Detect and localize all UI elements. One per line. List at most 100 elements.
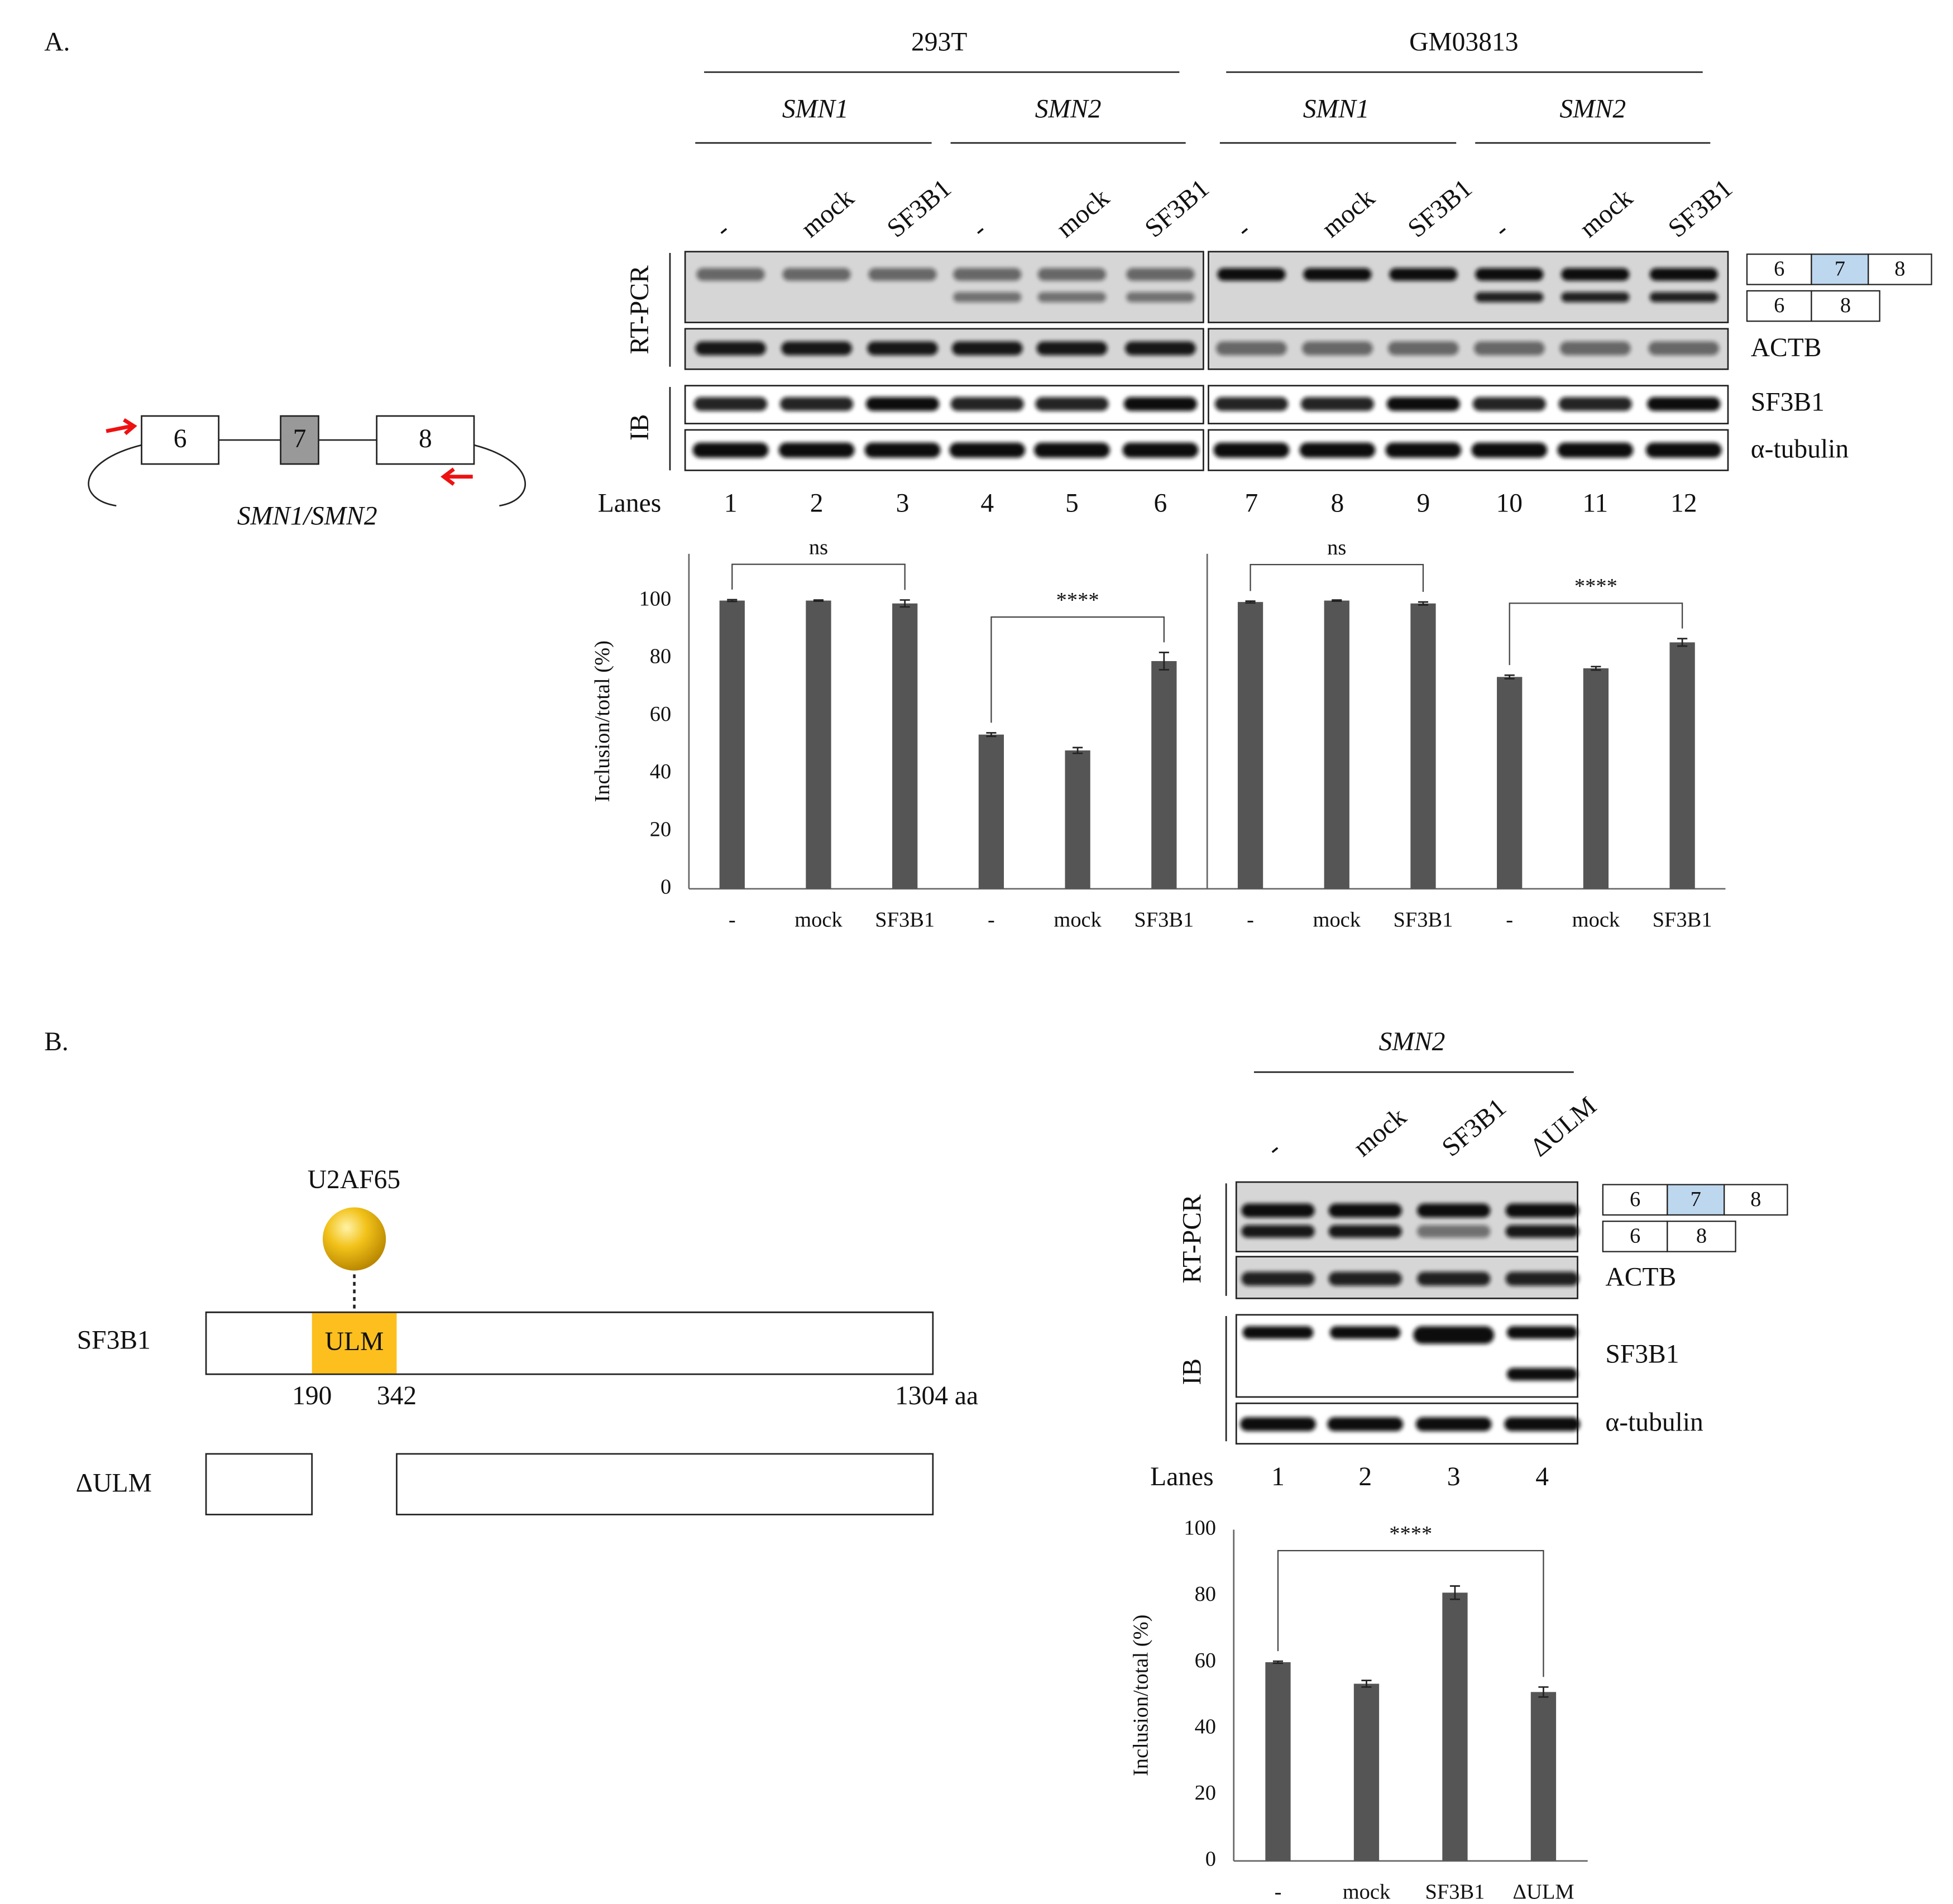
- exon-label: 6: [1630, 1188, 1640, 1211]
- significance-bracket: [1277, 1549, 1544, 1677]
- error-bar: [1272, 1660, 1284, 1664]
- band: [953, 268, 1022, 281]
- band: [1648, 341, 1720, 356]
- band: [1385, 442, 1462, 458]
- band: [1386, 397, 1461, 411]
- band: [1126, 268, 1195, 281]
- error-bar: [1159, 652, 1169, 671]
- lane-treatment: -: [1488, 216, 1514, 243]
- band: [867, 341, 938, 356]
- row-label: RT-PCR: [625, 265, 654, 354]
- band: [1505, 1225, 1579, 1238]
- band: [1649, 268, 1718, 281]
- lane-treatment: mock: [1348, 1102, 1412, 1163]
- row-name: α-tubulin: [1605, 1408, 1703, 1437]
- bar: [806, 600, 831, 889]
- band: [864, 442, 941, 458]
- lane-number: 3: [1447, 1462, 1461, 1491]
- y-tick-label: 60: [650, 702, 671, 726]
- error-bar: [986, 732, 997, 738]
- exon: [141, 415, 220, 465]
- band: [1557, 442, 1634, 458]
- exon-label: 8: [1840, 294, 1851, 317]
- error-bar: [1073, 747, 1083, 754]
- arc: [88, 444, 142, 507]
- band: [1415, 1417, 1492, 1432]
- band: [1036, 341, 1108, 356]
- lane-treatment: SF3B1: [1437, 1093, 1512, 1163]
- bar: [1265, 1662, 1291, 1861]
- exon-box: [1868, 253, 1932, 285]
- band: [1475, 268, 1544, 281]
- deletion-box: [205, 1453, 313, 1515]
- band: [1241, 1225, 1315, 1238]
- exon-label: 8: [419, 424, 432, 453]
- gene: SMN1: [782, 94, 849, 123]
- exon-label: 6: [1774, 257, 1784, 280]
- band: [1472, 397, 1546, 411]
- band: [1387, 341, 1459, 356]
- error-bar: [1332, 599, 1342, 602]
- band: [1242, 1326, 1314, 1339]
- lane-number: 10: [1496, 489, 1523, 518]
- lane-treatment: mock: [1574, 183, 1638, 243]
- x-tick-label: SF3B1: [1425, 1881, 1485, 1904]
- bar: [719, 600, 745, 889]
- x-tick-label: -: [1275, 1881, 1282, 1904]
- lane-treatment: mock: [1317, 183, 1380, 243]
- x-tick-label: SF3B1: [1134, 908, 1194, 931]
- band: [950, 397, 1024, 411]
- deletion-box: [396, 1453, 934, 1515]
- band: [953, 292, 1022, 303]
- band: [1122, 442, 1199, 458]
- panel-label: B.: [44, 1027, 69, 1056]
- error-bar: [1449, 1585, 1461, 1600]
- exon-label: 8: [1894, 257, 1905, 280]
- exon-label: 6: [1630, 1224, 1640, 1248]
- band: [779, 397, 854, 411]
- band: [695, 341, 767, 356]
- ulm-domain: [312, 1312, 397, 1375]
- lane-number: 7: [1245, 489, 1258, 518]
- band: [1473, 341, 1545, 356]
- lane-treatment: SF3B1: [882, 174, 957, 243]
- row-label: RT-PCR: [1177, 1194, 1207, 1283]
- band: [1125, 341, 1196, 356]
- lane-number: 1: [1271, 1462, 1285, 1491]
- band: [1649, 292, 1718, 303]
- exon: [376, 415, 475, 465]
- band: [949, 442, 1026, 458]
- bar: [1530, 1692, 1557, 1861]
- band: [778, 442, 855, 458]
- band: [1561, 292, 1630, 303]
- lanes-label: Lanes: [1150, 1462, 1214, 1491]
- lane-treatment: -: [966, 216, 992, 243]
- position-label: 190: [292, 1381, 332, 1410]
- error-bar: [1538, 1686, 1549, 1698]
- exon-label: 6: [174, 424, 187, 453]
- gel-tubulin: [684, 429, 1204, 471]
- x-tick-label: mock: [1572, 908, 1620, 931]
- error-bar: [813, 599, 824, 602]
- band: [1506, 1367, 1578, 1381]
- y-tick-label: 20: [650, 817, 671, 841]
- lane-number: 4: [1535, 1462, 1549, 1491]
- row-name: SF3B1: [1605, 1340, 1679, 1369]
- exon-box: [1667, 1221, 1736, 1252]
- y-tick-label: 80: [650, 645, 671, 668]
- band: [1329, 1326, 1401, 1339]
- row-label: IB: [625, 414, 654, 441]
- band: [1559, 341, 1631, 356]
- u2af65-sphere: [323, 1207, 386, 1271]
- significance: ****: [1574, 575, 1617, 598]
- band: [1214, 397, 1289, 411]
- significance: ns: [809, 535, 828, 559]
- y-tick-label: 40: [1195, 1715, 1216, 1738]
- lane-number: 12: [1670, 489, 1697, 518]
- exon-label: 7: [1691, 1188, 1701, 1211]
- row-name: α-tubulin: [1751, 434, 1849, 463]
- x-tick-label: -: [1247, 908, 1254, 931]
- lane-number: 5: [1065, 489, 1079, 518]
